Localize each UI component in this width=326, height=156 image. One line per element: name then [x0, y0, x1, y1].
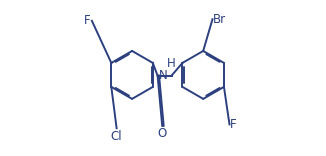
Text: F: F [230, 118, 237, 131]
Text: Cl: Cl [111, 130, 123, 143]
Text: O: O [157, 127, 167, 140]
Text: F: F [84, 14, 90, 27]
Text: H: H [167, 57, 176, 70]
Text: N: N [159, 69, 168, 82]
Text: Br: Br [213, 13, 226, 26]
